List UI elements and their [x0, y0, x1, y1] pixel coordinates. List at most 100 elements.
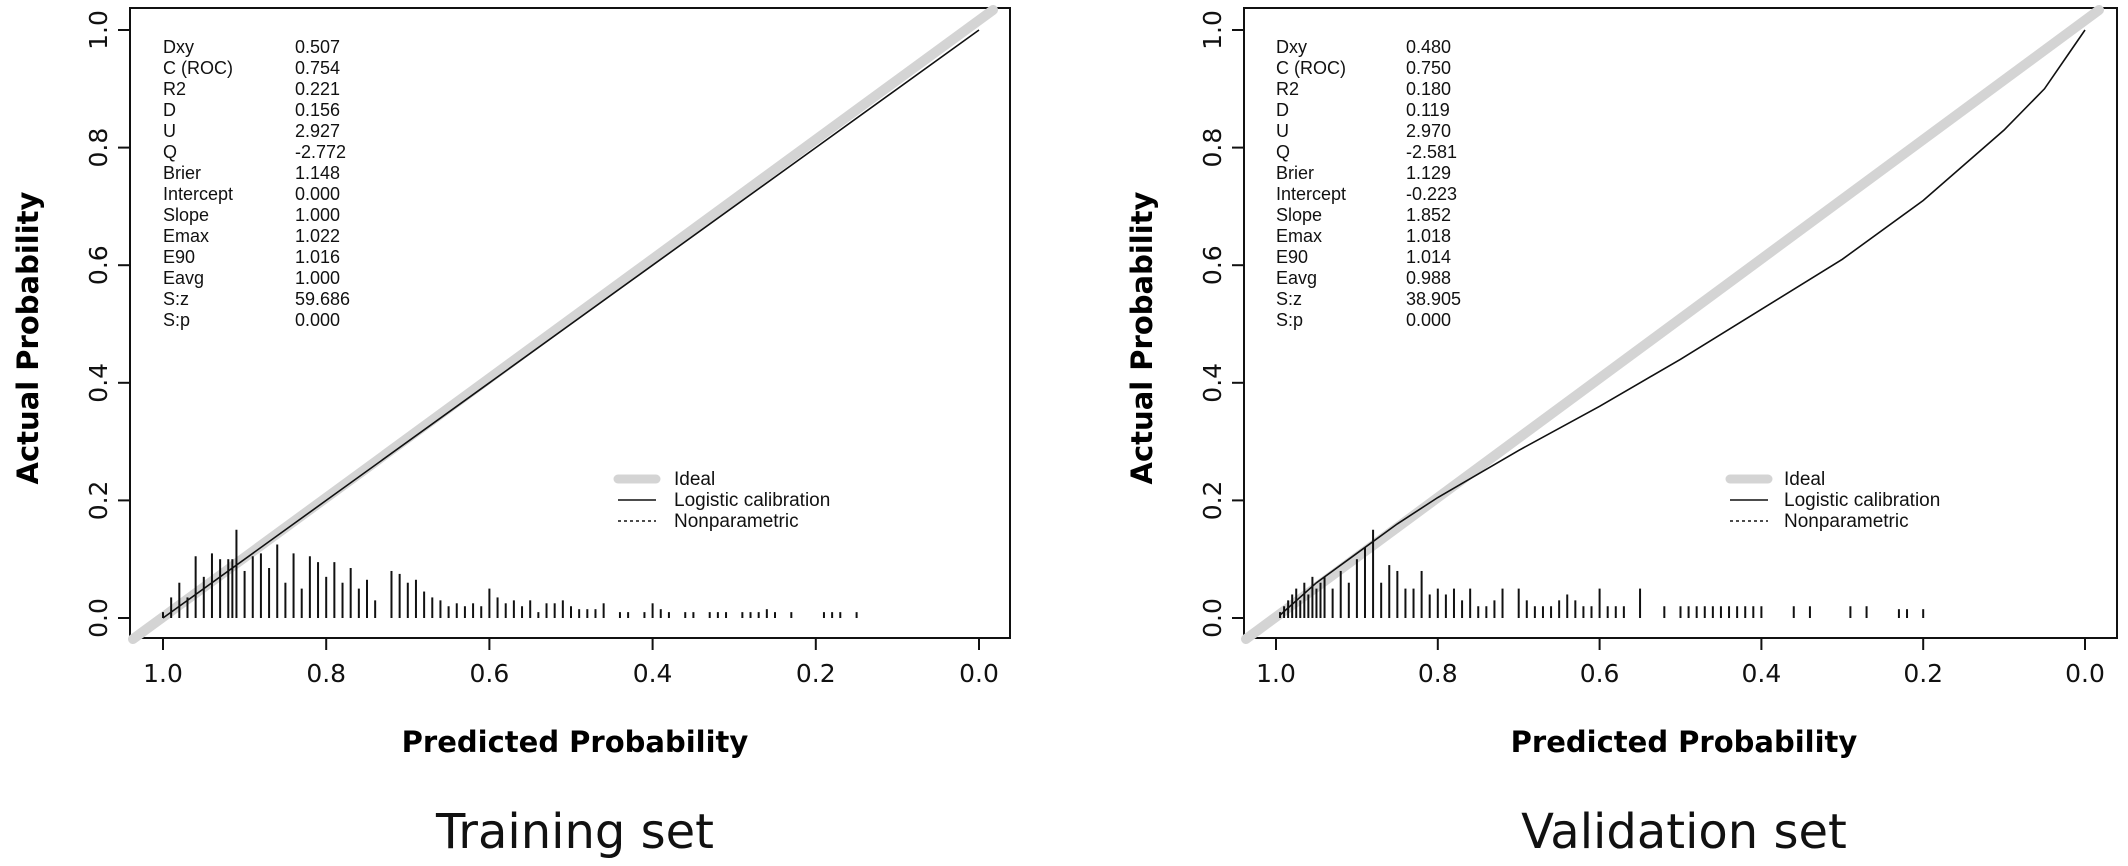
stat-value: 0.221: [295, 79, 340, 99]
legend-label: Ideal: [1784, 469, 1825, 490]
x-tick-label: 0.0: [959, 659, 999, 688]
stat-value: -2.581: [1406, 142, 1457, 162]
y-tick-label: 0.8: [84, 128, 113, 168]
stat-value: 2.970: [1406, 121, 1451, 141]
stat-value: 2.927: [295, 121, 340, 141]
stat-name: R2: [163, 79, 186, 99]
ideal-line: [1241, 5, 2104, 644]
stat-value: 1.000: [295, 268, 340, 288]
stat-value: 0.180: [1406, 79, 1451, 99]
stat-name: S:z: [1276, 289, 1302, 309]
stat-value: 0.000: [295, 310, 340, 330]
y-tick-label: 0.0: [1198, 598, 1227, 638]
stat-name: Emax: [163, 226, 209, 246]
stat-value: 1.016: [295, 247, 340, 267]
x-tick-label: 0.4: [1742, 659, 1782, 688]
stat-name: C (ROC): [163, 58, 233, 78]
stat-name: Intercept: [163, 184, 233, 204]
y-axis-label: Actual Probability: [11, 191, 45, 484]
stat-name: U: [1276, 121, 1289, 141]
stat-name: Q: [163, 142, 177, 162]
x-tick-label: 0.6: [470, 659, 510, 688]
stat-value: 1.000: [295, 205, 340, 225]
x-axis-label: Predicted Probability: [402, 725, 749, 759]
stat-name: S:p: [163, 310, 190, 330]
stat-name: Slope: [1276, 205, 1322, 225]
stat-name: Dxy: [1276, 37, 1307, 57]
stat-value: -2.772: [295, 142, 346, 162]
x-tick-label: 1.0: [143, 659, 183, 688]
stat-name: D: [1276, 100, 1289, 120]
x-tick-label: 0.4: [633, 659, 673, 688]
y-tick-label: 0.2: [84, 481, 113, 521]
ideal-line: [128, 5, 998, 644]
stat-name: Brier: [1276, 163, 1314, 183]
y-axis-label: Actual Probability: [1125, 191, 1159, 484]
stat-name: Dxy: [163, 37, 194, 57]
x-tick-label: 0.8: [1418, 659, 1458, 688]
y-tick-label: 0.4: [1198, 363, 1227, 403]
y-tick-label: 1.0: [84, 10, 113, 50]
rug-plot: [1279, 529, 1925, 618]
stat-name: U: [163, 121, 176, 141]
stat-name: Q: [1276, 142, 1290, 162]
plot-frame: [129, 7, 1011, 639]
chart-panel-1: 1.0 0.8 0.6 0.4 0.2 0.0 0.0 0.2 0.4 0.6 0.8 1.0 Pred…: [11, 5, 1011, 860]
panel-caption: Training set: [435, 804, 714, 860]
stat-name: Eavg: [1276, 268, 1317, 288]
stat-name: S:z: [163, 289, 189, 309]
stat-name: R2: [1276, 79, 1299, 99]
y-tick-label: 0.0: [84, 598, 113, 638]
stat-value: 0.988: [1406, 268, 1451, 288]
stat-name: Brier: [163, 163, 201, 183]
y-tick-label: 0.8: [1198, 128, 1227, 168]
x-tick-label: 1.0: [1256, 659, 1296, 688]
stat-value: 0.754: [295, 58, 340, 78]
stat-value: 1.129: [1406, 163, 1451, 183]
stat-value: 1.022: [295, 226, 340, 246]
stat-value: 0.480: [1406, 37, 1451, 57]
stat-name: E90: [1276, 247, 1308, 267]
x-tick-label: 0.2: [796, 659, 836, 688]
logistic-calibration-line: [1279, 29, 2086, 616]
stat-value: 1.018: [1406, 226, 1451, 246]
rug-plot: [162, 529, 858, 618]
logistic-calibration-line: [162, 29, 980, 619]
x-axis-label: Predicted Probability: [1511, 725, 1858, 759]
stat-value: 1.148: [295, 163, 340, 183]
stat-value: 59.686: [295, 289, 350, 309]
stat-value: 0.000: [1406, 310, 1451, 330]
y-tick-label: 0.4: [84, 363, 113, 403]
stat-name: Intercept: [1276, 184, 1346, 204]
x-tick-label: 0.6: [1580, 659, 1620, 688]
stat-name: C (ROC): [1276, 58, 1346, 78]
x-tick-label: 0.8: [306, 659, 346, 688]
legend-label: Logistic calibration: [1784, 490, 1940, 511]
stat-name: Slope: [163, 205, 209, 225]
stat-value: 0.000: [295, 184, 340, 204]
legend-label: Nonparametric: [674, 511, 799, 532]
stat-value: 0.507: [295, 37, 340, 57]
stat-value: 0.156: [295, 100, 340, 120]
legend-label: Logistic calibration: [674, 490, 830, 511]
stat-value: 38.905: [1406, 289, 1461, 309]
y-tick-label: 0.2: [1198, 481, 1227, 521]
stat-name: E90: [163, 247, 195, 267]
stat-name: Eavg: [163, 268, 204, 288]
x-tick-label: 0.2: [1903, 659, 1943, 688]
stats-table: Dxy 0.507 C (ROC) 0.754 R2 0.221 D 0.156 U 2.927 Q…: [163, 37, 350, 330]
y-tick-label: 0.6: [84, 245, 113, 285]
x-tick-label: 0.0: [2065, 659, 2105, 688]
legend-label: Nonparametric: [1784, 511, 1909, 532]
stat-name: Emax: [1276, 226, 1322, 246]
stat-value: 1.852: [1406, 205, 1451, 225]
chart-panel-2: 1.0 0.8 0.6 0.4 0.2 0.0 0.0 0.2 0.4 0.6 0.8 1.0 Pred…: [1125, 5, 2118, 860]
stat-value: -0.223: [1406, 184, 1457, 204]
stat-name: D: [163, 100, 176, 120]
stats-table: Dxy 0.480 C (ROC) 0.750 R2 0.180 D 0.119 U 2.970 Q…: [1276, 37, 1461, 330]
stat-value: 1.014: [1406, 247, 1451, 267]
y-tick-label: 0.6: [1198, 245, 1227, 285]
